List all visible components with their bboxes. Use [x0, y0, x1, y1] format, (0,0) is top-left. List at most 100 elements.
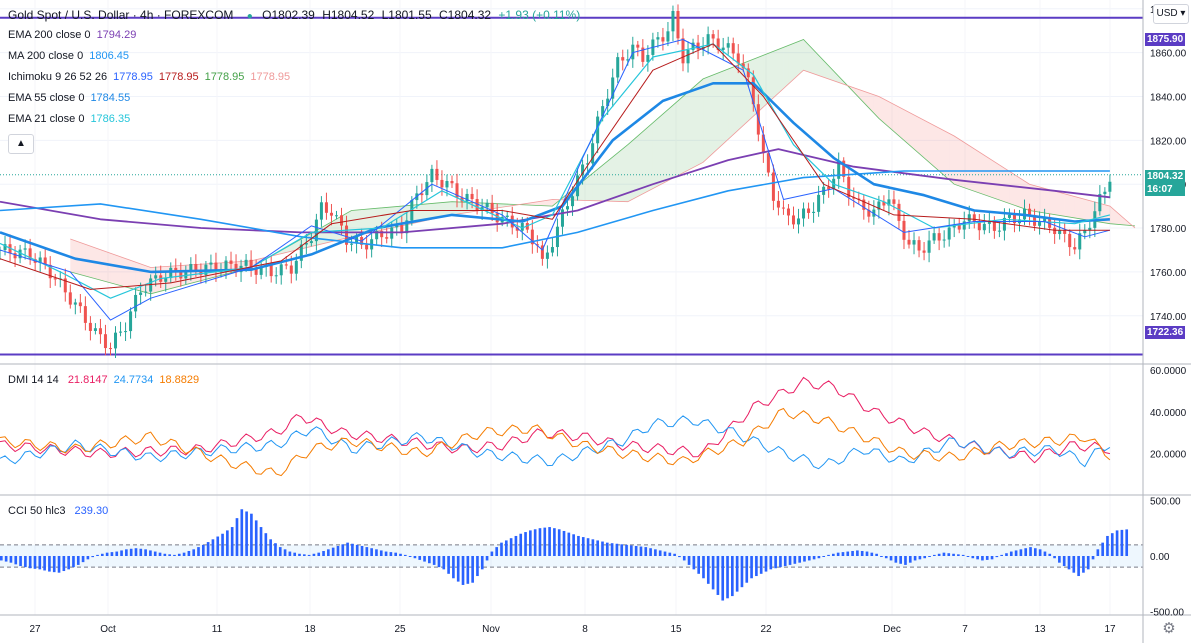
cci-bar	[985, 556, 989, 560]
symbol-title[interactable]: Gold Spot / U.S. Dollar · 4h · FOREXCOM	[8, 8, 234, 22]
cci-bar	[803, 556, 806, 562]
cci-bar	[1000, 554, 1003, 556]
indicator-legend-row[interactable]: MA 200 close 0 1806.45	[8, 50, 135, 62]
cloud-segment	[1034, 185, 1040, 213]
candle-body	[852, 197, 856, 199]
cci-bar	[735, 556, 739, 592]
cci-bar	[682, 556, 686, 561]
candle-body	[475, 199, 479, 211]
cci-bar	[110, 552, 114, 556]
cci-bar	[798, 556, 801, 563]
cloud-segment	[868, 92, 874, 114]
line-ma200	[0, 170, 1110, 249]
candle-body	[907, 239, 911, 245]
cci-bar	[721, 556, 725, 601]
cci-value: 239.30	[74, 505, 109, 517]
cci-bar	[658, 550, 662, 556]
candle-body	[676, 10, 680, 39]
candle-body	[169, 267, 173, 279]
indicator-value: 1778.95	[204, 71, 245, 83]
currency-selector[interactable]: USD ▾	[1153, 4, 1189, 24]
price-tick-label: 1840.00	[1150, 92, 1187, 103]
cci-bar	[125, 549, 128, 556]
candle-body	[254, 268, 258, 275]
cci-bar	[327, 549, 330, 556]
candle-body	[350, 243, 354, 245]
cci-bar	[432, 556, 436, 565]
time-tick-label: Nov	[482, 624, 500, 635]
candle-body	[134, 294, 138, 312]
cloud-segment	[733, 65, 739, 135]
cloud-segment	[1039, 186, 1045, 213]
cci-bar	[933, 554, 936, 556]
cci-bar	[880, 556, 883, 557]
candle-body	[591, 143, 595, 164]
cci-bar	[456, 556, 460, 582]
cci-bar	[620, 544, 624, 556]
candle-body	[324, 202, 328, 213]
candle-body	[666, 31, 670, 42]
time-tick-label: 8	[582, 624, 588, 635]
time-tick-label: 22	[760, 624, 772, 635]
cci-bar	[216, 536, 220, 556]
indicator-legend-row[interactable]: EMA 200 close 0 1794.29	[8, 29, 142, 41]
candle-body	[259, 266, 263, 275]
cloud-segment	[617, 148, 623, 202]
cloud-segment	[873, 94, 879, 119]
cci-name[interactable]: CCI 50 hlc3	[8, 505, 66, 517]
cci-bar	[783, 556, 787, 567]
cci-bar	[673, 553, 676, 556]
cci-bar	[240, 509, 244, 556]
cloud-segment	[723, 69, 729, 144]
cci-bar	[105, 552, 109, 556]
cci-bar	[904, 556, 907, 565]
candle-body	[380, 231, 384, 238]
candle-body	[962, 221, 966, 230]
time-tick-label: Dec	[883, 624, 901, 635]
indicator-legend-row[interactable]: Ichimoku 9 26 52 26 1778.95 1778.95 1778.95…	[8, 71, 296, 83]
cloud-segment	[708, 74, 714, 158]
candle-body	[741, 63, 745, 69]
cci-pane	[0, 509, 1143, 601]
candle-body	[108, 348, 112, 350]
settings-gear-icon[interactable]: ⚙	[1162, 620, 1176, 637]
candle-body	[1083, 230, 1087, 234]
cci-bar	[278, 547, 282, 556]
candle-body	[957, 224, 961, 230]
price-tick-label: 1820.00	[1150, 136, 1187, 147]
candle-body	[435, 168, 439, 180]
close-value: C1804.32	[439, 8, 492, 22]
cci-bar	[139, 548, 143, 556]
indicator-value: 1806.45	[89, 50, 129, 62]
candle-body	[490, 202, 494, 214]
collapse-legend-button[interactable]: ▲	[8, 134, 34, 154]
indicator-value: 1778.95	[113, 71, 153, 83]
candle-body	[827, 186, 831, 190]
candle-body	[711, 34, 715, 39]
cci-bar	[480, 556, 484, 570]
cci-bar	[586, 538, 590, 556]
candle-body	[1028, 208, 1032, 216]
cci-bar	[120, 550, 123, 556]
dmi-line-plus	[0, 415, 1111, 470]
cci-bar	[884, 556, 888, 559]
cloud-segment	[582, 177, 588, 201]
cloud-segment	[893, 104, 899, 136]
dmi-name[interactable]: DMI 14 14	[8, 374, 59, 386]
candle-body	[791, 215, 796, 225]
cci-bar	[336, 545, 340, 556]
indicator-legend-row[interactable]: EMA 55 close 0 1784.55	[8, 92, 136, 104]
cci-bar	[706, 556, 710, 584]
cci-bar	[615, 543, 619, 556]
cci-legend: CCI 50 hlc3 239.30	[8, 505, 108, 517]
indicator-legend-row[interactable]: EMA 21 close 0 1786.35	[8, 113, 136, 125]
cloud-segment	[426, 203, 432, 221]
cci-bar	[206, 542, 210, 556]
candle-body	[83, 306, 87, 323]
candle-body	[987, 220, 991, 224]
candle-body	[1038, 221, 1042, 226]
indicator-name: EMA 55 close 0	[8, 92, 85, 104]
cci-bar	[33, 556, 37, 569]
cci-bar	[966, 556, 970, 557]
